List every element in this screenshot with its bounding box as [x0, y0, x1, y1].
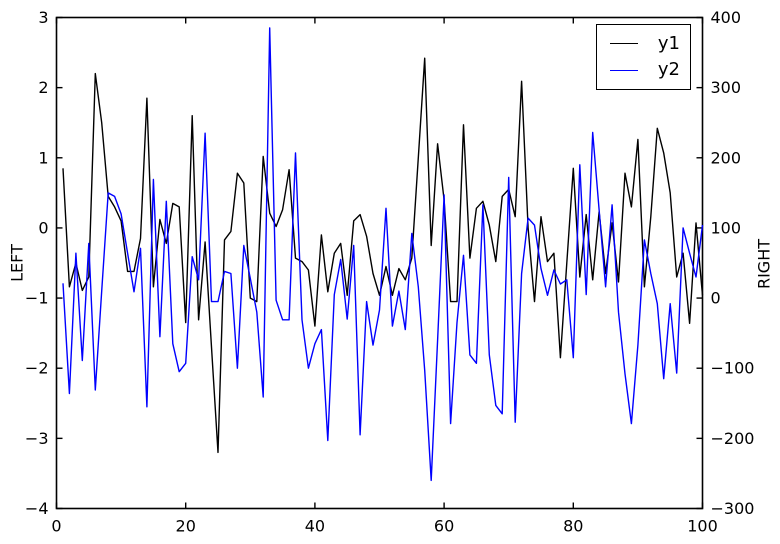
legend: y1 y2: [596, 24, 691, 90]
y-tick-label-right: 0: [711, 289, 721, 308]
x-tick-label: 100: [687, 517, 718, 536]
x-tick-label: 20: [176, 517, 196, 536]
y-tick-label-right: 300: [711, 78, 742, 97]
y-tick-label-left: 3: [38, 8, 48, 27]
series-y1-line: [62, 57, 704, 454]
series-y2-line: [62, 27, 704, 482]
y-tick-label-left: −2: [25, 359, 49, 378]
legend-label-y1: y1: [657, 32, 680, 54]
y-tick-label-left: −3: [25, 429, 49, 448]
x-tick-label: 60: [434, 517, 454, 536]
right-axis-label: RIGHT: [754, 238, 774, 290]
legend-item-y1: y1: [610, 32, 680, 54]
y-tick-label-left: −1: [25, 289, 49, 308]
y2-line-sample: [610, 69, 638, 71]
y-tick-label-right: 100: [711, 218, 742, 237]
y1-line-sample: [610, 43, 638, 45]
y-tick-label-right: −200: [711, 429, 755, 448]
y-tick-label-left: 2: [38, 78, 48, 97]
legend-item-y2: y2: [610, 60, 680, 80]
y-tick-label-left: −4: [25, 499, 49, 518]
y-tick-label-right: −300: [711, 499, 755, 518]
y-tick-label-right: 200: [711, 148, 742, 167]
y-tick-label-right: −100: [711, 359, 755, 378]
x-tick-label: 80: [563, 517, 583, 536]
plot-frame: [55, 16, 704, 510]
legend-label-y2: y2: [657, 59, 680, 81]
x-tick-label: 40: [305, 517, 325, 536]
x-tick-label: 0: [51, 517, 61, 536]
left-axis-label: LEFT: [7, 244, 27, 282]
y-tick-label-right: 400: [711, 8, 742, 27]
y-tick-label-left: 0: [38, 218, 48, 237]
y-tick-label-left: 1: [38, 148, 48, 167]
